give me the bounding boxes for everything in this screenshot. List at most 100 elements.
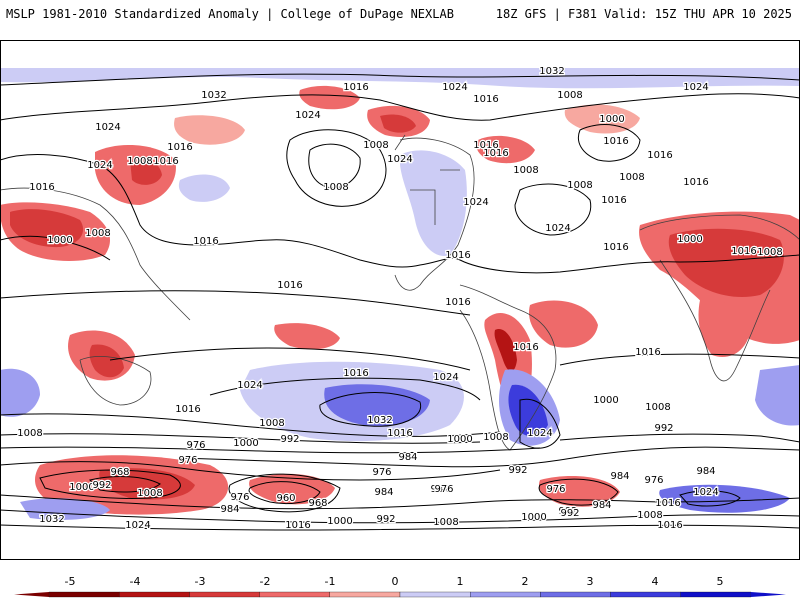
colorbar-tick-label: 3: [587, 575, 594, 588]
isobar-label: 1016: [167, 142, 192, 153]
isobar-976: [39, 469, 181, 499]
colorbar-tick-label: 2: [522, 575, 529, 588]
anomaly-negative-region: [564, 104, 640, 134]
anomaly-positive-region: [399, 150, 467, 256]
isobar-label: 1000: [521, 512, 546, 523]
isobar-label: 1024: [527, 428, 552, 439]
isobar-label: 1008: [567, 180, 592, 191]
isobar-992: [179, 446, 800, 468]
anomaly-negative-region: [476, 135, 535, 164]
isobar-label: 968: [308, 498, 327, 509]
isobar-label: 1008: [127, 156, 152, 167]
anomaly-negative-region: [698, 299, 750, 358]
isobar-label: 1024: [442, 82, 467, 93]
anomaly-negative-region: [174, 115, 245, 145]
isobar-1008: [0, 433, 481, 444]
anomaly-negative-region: [274, 323, 340, 350]
isobar-label: 1008: [85, 228, 110, 239]
anomaly-negative-region: [528, 300, 598, 348]
isobar-label: 1000: [69, 482, 94, 493]
isobar-1024: [0, 93, 800, 121]
header: MSLP 1981-2010 Standardized Anomaly | Co…: [0, 0, 800, 40]
isobar-label: 1024: [125, 520, 150, 531]
product-title: MSLP 1981-2010 Standardized Anomaly | Co…: [6, 7, 454, 21]
isobar-label: 1008: [363, 140, 388, 151]
colorbar-tick-label: 5: [717, 575, 724, 588]
colorbar-segment: [680, 591, 752, 598]
anomaly-negative-region: [380, 114, 416, 133]
africa-europe-coast: [639, 214, 800, 382]
anomaly-negative-region: [10, 209, 84, 248]
isobar-label: 1000: [593, 395, 618, 406]
colorbar-segment: [189, 591, 260, 598]
isobar-label: 992: [654, 423, 673, 434]
valid-time: 18Z GFS | F381 Valid: 15Z THU APR 10 202…: [495, 7, 792, 21]
isobar-1024: [286, 129, 387, 207]
isobar-label: 1016: [473, 94, 498, 105]
isobar-label: 1016: [193, 236, 218, 247]
isobar-label: 1024: [87, 160, 112, 171]
isobar-label: 976: [372, 467, 391, 478]
isobar-label: 1016: [387, 428, 412, 439]
isobar-1024: [679, 490, 741, 507]
isobar-label: 1032: [367, 415, 392, 426]
isobar-label: 1000: [327, 516, 352, 527]
isobar-label: 976: [434, 484, 453, 495]
isobar-968: [89, 476, 161, 493]
colorbar-tick-label: 4: [652, 575, 659, 588]
isobar-1024: [0, 524, 800, 531]
isobar-label: 992: [558, 506, 577, 517]
australia-coast: [79, 356, 152, 406]
isobar-label: 1000: [47, 235, 72, 246]
isobar-label: 1016: [683, 177, 708, 188]
isobar-1024: [209, 377, 481, 401]
isobar-label: 1032: [539, 66, 564, 77]
colorbar-segment: [48, 591, 120, 598]
isobar-label: 1024: [237, 380, 262, 391]
isobar-1032: [0, 73, 800, 86]
isobar-label: 976: [230, 492, 249, 503]
isobar-label: 992: [654, 423, 673, 434]
isobar-label: 960: [276, 493, 295, 504]
isobar-label: 1000: [599, 114, 624, 125]
isobar-label: 1008: [137, 488, 162, 499]
isobar-label: 1016: [601, 195, 626, 206]
anomaly-negative-region: [494, 329, 517, 372]
isobar-label: 1016: [731, 246, 756, 257]
isobar-1016: [559, 353, 800, 366]
isobar-label: 1024: [683, 82, 708, 93]
colorbar-segments: [14, 591, 786, 598]
anomaly-positive-region: [0, 368, 40, 417]
isobar-label: 1016: [445, 250, 470, 261]
isobar-label: 1016: [445, 297, 470, 308]
isobar-label: 984: [430, 484, 449, 495]
isobar-1032: [308, 143, 361, 189]
anomaly-negative-region: [130, 158, 162, 185]
colorbar-tick-label: -5: [65, 575, 76, 588]
isobar-label: 1008: [513, 165, 538, 176]
colorbar-tick-label: 1: [457, 575, 464, 588]
isobar-label: 1016: [153, 156, 178, 167]
anomaly-negative-region: [249, 473, 335, 505]
isobar-label: 984: [398, 452, 417, 463]
isobar-960: [248, 481, 321, 505]
isobar-label: 984: [374, 487, 393, 498]
isobar-1016: [0, 290, 471, 316]
isobar-label: 1000: [447, 434, 472, 445]
isobar-label: 1024: [545, 223, 570, 234]
isobar-1008: [0, 509, 800, 524]
colorbar-segment: [399, 591, 471, 598]
isobar-1024: [514, 183, 592, 236]
isobar-label: 1016: [175, 404, 200, 415]
isobar-label: 1016: [285, 520, 310, 531]
isobar-1032: [319, 392, 422, 427]
isobar-label: 984: [592, 500, 611, 511]
isobar-label: 1024: [95, 122, 120, 133]
isobar-1016: [109, 347, 471, 371]
asia-coast: [0, 187, 191, 321]
isobar-label: 992: [92, 480, 111, 491]
colorbar: -5 -4 -3 -2 -1 0 1 2 3 4 5: [14, 575, 786, 598]
coastlines: [0, 134, 800, 451]
anomaly-positive-region: [755, 365, 800, 426]
colorbar-tick-label: -4: [130, 575, 141, 588]
